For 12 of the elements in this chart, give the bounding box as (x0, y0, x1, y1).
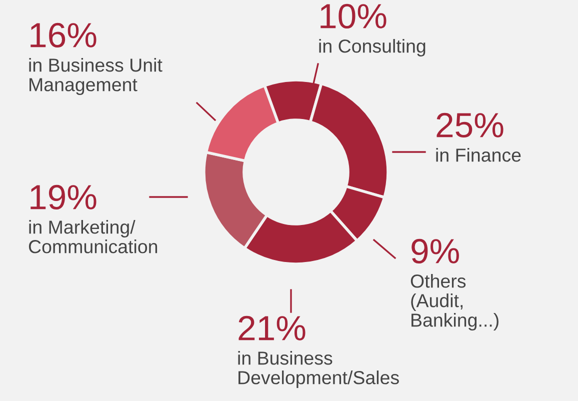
slice-label: in Finance (436, 148, 521, 162)
slice-label: in Marketing/ Communication (28, 220, 158, 254)
data-label: 19% (30, 184, 96, 210)
data-label: 9% (412, 238, 459, 264)
data-label: 10% (320, 4, 386, 29)
data-label: 25% (436, 112, 504, 138)
data-label: 16% (30, 22, 96, 48)
slice-label: in Business Unit Management (29, 58, 162, 95)
slice-label: in Business Development/Sales (238, 351, 399, 388)
slice-label: Others (Audit, Banking...) (410, 274, 498, 331)
data-label: 21% (238, 316, 306, 340)
slice-label: in Consulting (319, 39, 426, 56)
